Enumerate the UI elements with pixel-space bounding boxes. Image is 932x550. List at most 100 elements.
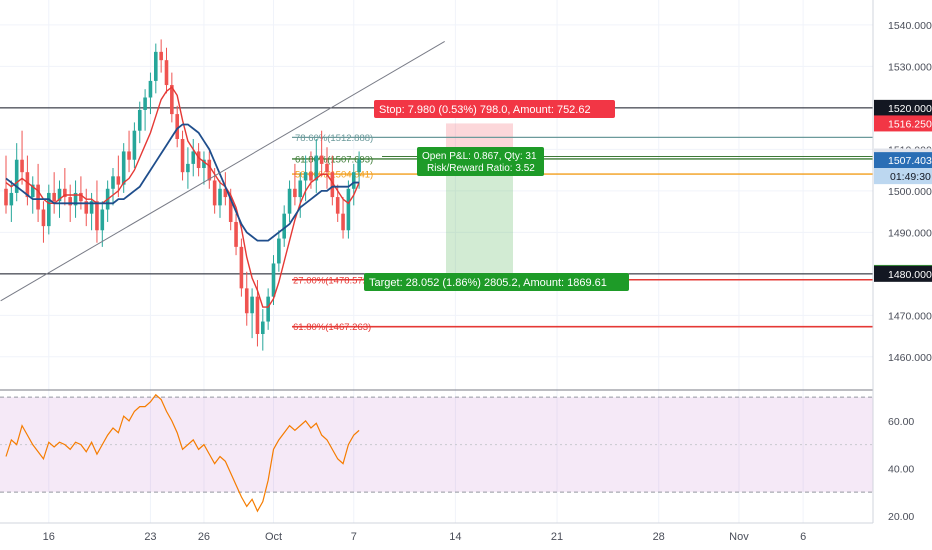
candle-body xyxy=(303,172,308,181)
time-tick-label: 6 xyxy=(800,531,806,543)
fib-label: 61.80%(1507.693) xyxy=(295,154,373,165)
stop-label: Stop: 7.980 (0.53%) 798.0, Amount: 752.6… xyxy=(379,104,591,116)
candle-body xyxy=(325,163,329,173)
candle-body xyxy=(330,172,335,198)
time-tick-label: 28 xyxy=(653,531,665,543)
candle-body xyxy=(191,151,196,164)
candle-body xyxy=(170,85,174,115)
target-label-bg xyxy=(364,273,629,291)
rsi-tick-label: 60.00 xyxy=(888,416,914,428)
rsi-pane xyxy=(0,389,873,513)
fib-label: 27.00%(1478.572) xyxy=(293,275,371,286)
stop-tag: 1516.250 xyxy=(888,118,932,130)
time-tick-label: 21 xyxy=(551,531,563,543)
fib-label: 61.80%(1467.263) xyxy=(293,322,371,333)
moving-averages xyxy=(5,86,360,308)
fibonacci-retracement[interactable]: 78.60%(1512.888)61.80%(1507.693)50.00%(1… xyxy=(292,133,873,333)
risk-reward-label: Risk/Reward Ratio: 3.52 xyxy=(427,163,535,174)
candle-body xyxy=(73,192,78,206)
level-tag-bg xyxy=(874,99,932,116)
price-tick-label: 1540.000 xyxy=(888,20,932,32)
price-tags: 1520.0001516.2501508.2701507.40301:49:30… xyxy=(874,99,932,282)
candle-body xyxy=(132,130,137,160)
open-pl-label-bg xyxy=(417,147,544,176)
candle-body xyxy=(154,51,158,81)
candle-body xyxy=(186,163,190,173)
candle-body xyxy=(52,192,56,202)
candle-body xyxy=(137,109,142,131)
candle-body xyxy=(159,51,163,61)
candle-body xyxy=(314,155,319,181)
candle-body xyxy=(196,151,201,169)
level-tag: 1480.000 xyxy=(888,269,932,281)
trendline[interactable] xyxy=(0,41,445,302)
time-tick-label: 16 xyxy=(43,531,55,543)
candle-body xyxy=(250,296,254,314)
candle-body xyxy=(84,201,89,214)
candle-body xyxy=(4,188,8,206)
candle-body xyxy=(79,192,83,202)
candle-body xyxy=(234,221,238,247)
candle-body xyxy=(36,184,40,210)
candle-body xyxy=(47,192,51,227)
rsi-line xyxy=(5,393,360,513)
candle-body xyxy=(14,159,19,193)
price-tick-label: 1530.000 xyxy=(888,61,932,73)
trade-labels: Stop: 7.980 (0.53%) 798.0, Amount: 752.6… xyxy=(364,100,629,291)
candle-body xyxy=(357,159,361,173)
candle-body xyxy=(287,188,292,214)
candle-body xyxy=(95,201,99,231)
candle-body xyxy=(25,172,30,198)
candle-body xyxy=(282,213,286,239)
candle-body xyxy=(143,97,147,110)
time-tick-label: Nov xyxy=(729,531,749,543)
candle-body xyxy=(111,176,115,189)
countdown-bg xyxy=(874,168,932,185)
level-tag: 1520.000 xyxy=(888,103,932,115)
candle-body xyxy=(271,263,276,297)
time-tick-label: Oct xyxy=(265,531,282,543)
candle-body xyxy=(207,159,212,181)
candle-body xyxy=(121,151,126,185)
moving-average-line xyxy=(5,123,360,242)
fib-label: 78.60%(1512.888) xyxy=(295,133,373,144)
candle-body xyxy=(228,197,233,222)
candles xyxy=(4,39,361,351)
candle-body xyxy=(218,188,222,206)
last-price-tag: 1507.403 xyxy=(888,155,932,167)
trade-position[interactable] xyxy=(446,123,513,273)
candle-body xyxy=(255,296,260,334)
candle-body xyxy=(68,197,72,206)
candle-body xyxy=(341,213,345,231)
candle-body xyxy=(239,246,244,289)
candle-body xyxy=(30,184,35,198)
candle-body xyxy=(319,155,324,164)
candle-body xyxy=(277,238,281,264)
candle-body xyxy=(164,60,169,86)
candle-body xyxy=(116,176,121,185)
candle-body xyxy=(180,138,185,173)
candle-body xyxy=(100,209,105,231)
candle-body xyxy=(175,114,179,139)
price-tick-label: 1460.000 xyxy=(888,352,932,364)
open-pl-label: Open P&L: 0.867, Qty: 31 xyxy=(422,151,537,162)
candle-body xyxy=(351,172,356,189)
candle-body xyxy=(335,197,340,214)
time-tick-label: 14 xyxy=(449,531,461,543)
countdown-label: 01:49:30 xyxy=(890,171,931,183)
target-label: Target: 28.052 (1.86%) 2805.2, Amount: 1… xyxy=(369,277,607,289)
rsi-tick-label: 20.00 xyxy=(888,511,914,523)
candle-body xyxy=(298,180,303,198)
trendline-segment xyxy=(0,41,445,302)
candle-body xyxy=(202,159,206,169)
candle-body xyxy=(293,188,297,198)
moving-average-line xyxy=(5,86,360,308)
candle-body xyxy=(63,188,67,198)
stop-label-bg xyxy=(374,100,615,118)
candle-body xyxy=(57,188,62,202)
level-tag-bg xyxy=(874,265,932,282)
candle-body xyxy=(89,201,94,214)
stop-tag-bg xyxy=(874,115,932,132)
time-tick-label: 7 xyxy=(351,531,357,543)
